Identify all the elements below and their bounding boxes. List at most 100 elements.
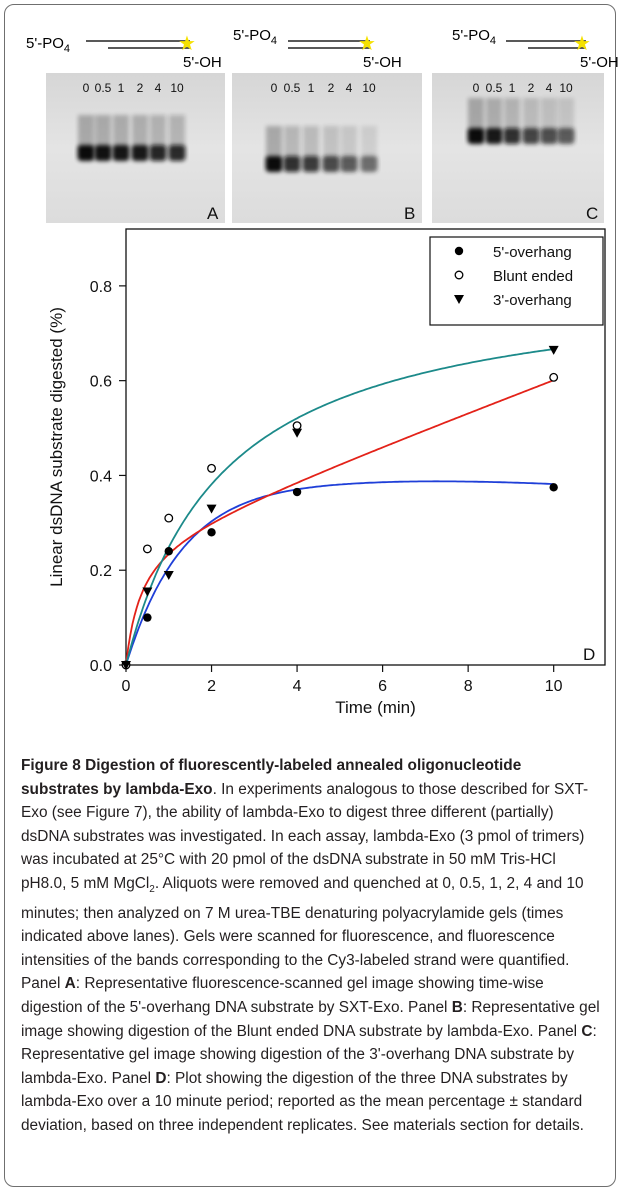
gel-smear — [361, 126, 377, 160]
gel-panel-letter: A — [207, 204, 219, 223]
gel-lane-label: 0.5 — [486, 81, 503, 95]
plot-d: 0 2 4 6 8 10 0.0 0.2 0.4 0.6 0.8 Time (min) Linear d… — [47, 228, 606, 717]
fit-curve — [125, 348, 554, 666]
data-point — [121, 661, 131, 670]
data-point — [292, 421, 302, 431]
gel-smear — [468, 98, 484, 132]
gel-smear — [303, 126, 319, 160]
gel-band — [265, 156, 283, 172]
caption-mgcl-subscript: 2 — [149, 884, 155, 896]
gel-band — [77, 145, 95, 161]
gel-lane-label: 10 — [362, 81, 376, 95]
x-tick-label: 0 — [122, 678, 131, 695]
gel-smear — [558, 98, 574, 132]
gel-lane-label: 0.5 — [95, 81, 112, 95]
data-point — [206, 504, 217, 514]
x-tick-label: 8 — [464, 678, 473, 695]
star-icon: ★ — [358, 33, 376, 55]
caption-panel-c: C — [581, 1022, 593, 1040]
schematic-b: 5'-PO4 ★ 5'-OH — [233, 27, 402, 71]
fit-curve — [125, 379, 555, 666]
plot-frame — [125, 228, 606, 666]
gel-band — [522, 128, 540, 144]
data-point — [292, 487, 302, 497]
gel-band — [485, 128, 503, 144]
gel-band — [283, 156, 301, 172]
gel-lane-label: 1 — [509, 81, 516, 95]
caption-panel-a: A — [64, 975, 76, 993]
data-point — [143, 613, 152, 622]
y-axis-label: Linear dsDNA substrate digested (%) — [47, 307, 66, 587]
schematic-c: 5'-PO4 ★ 5'-OH — [452, 27, 619, 71]
gel-lane-label: 1 — [308, 81, 315, 95]
gel-smear — [486, 98, 502, 132]
gel-panel-a: 0 0.5 1 2 4 10 A — [46, 73, 225, 223]
x-axis-label: Time (min) — [335, 698, 416, 717]
gel-lane-label: 0.5 — [284, 81, 301, 95]
gel-band — [322, 156, 340, 172]
gel-lane-label: 10 — [559, 81, 573, 95]
gel-panel-letter: C — [586, 204, 598, 223]
data-point — [164, 547, 173, 556]
gel-panel-c: 0 0.5 1 2 4 10 C — [432, 73, 604, 223]
gel-band — [340, 156, 358, 172]
gel-panel-letter: B — [404, 204, 415, 223]
gel-band — [360, 156, 378, 172]
plot-panel-letter: D — [583, 645, 595, 664]
gel-smear — [169, 115, 185, 149]
data-point — [549, 483, 558, 492]
y-tick-label: 0.0 — [90, 658, 112, 675]
figure-graphics: 5'-PO4 ★ 5'-OH 5'-PO4 ★ 5'-OH 5'-PO4 ★ 5… — [26, 27, 619, 717]
gel-lane-label: 1 — [118, 81, 125, 95]
schematic-b-5prime-label: 5'-PO4 — [233, 27, 277, 47]
caption-text-a: : Representative fluorescence-scanned ge… — [21, 975, 544, 1017]
figure-frame — [4, 4, 616, 1187]
figure-caption: Figure 8 Digestion of fluorescently-labe… — [21, 754, 603, 1138]
gel-lane-label: 10 — [170, 81, 184, 95]
schematic-c-5prime-label: 5'-PO4 — [452, 27, 496, 47]
gel-band — [112, 145, 130, 161]
data-point — [207, 528, 216, 537]
gel-band — [302, 156, 320, 172]
legend-marker — [454, 246, 464, 256]
caption-text-b: : Representative gel image showing diges… — [21, 999, 600, 1040]
data-point — [548, 345, 559, 355]
gel-lane-label: 4 — [546, 81, 553, 95]
gel-band — [149, 145, 167, 161]
schematic-a-5prime-label: 5'-PO4 — [26, 35, 70, 55]
data-point — [292, 428, 303, 438]
gel-lane-label: 0 — [83, 81, 90, 95]
caption-title: Figure 8 Digestion of fluorescently-labe… — [21, 757, 522, 798]
gel-band — [94, 145, 112, 161]
gel-band — [557, 128, 575, 144]
caption-panel-d: D — [155, 1069, 167, 1087]
gel-smear — [341, 126, 357, 160]
gel-smear — [132, 115, 148, 149]
gel-band — [168, 145, 186, 161]
fit-curve — [125, 480, 554, 666]
y-tick-label: 0.2 — [90, 563, 112, 580]
y-tick-label: 0.6 — [90, 374, 112, 391]
gel-panel-b: 0 0.5 1 2 4 10 B — [232, 73, 422, 223]
legend-label: 3'-overhang — [493, 292, 572, 309]
x-tick-label: 10 — [545, 678, 563, 695]
gel-smear — [150, 115, 166, 149]
caption-text-d: : Plot showing the digestion of the thre… — [21, 1069, 584, 1134]
gel-band — [131, 145, 149, 161]
data-point — [142, 544, 152, 554]
gel-lane-label: 2 — [137, 81, 144, 95]
caption-body-2: . Aliquots were removed and quenched at … — [21, 874, 584, 993]
gel-smear — [284, 126, 300, 160]
gel-smear — [266, 126, 282, 160]
gel-smear — [541, 98, 557, 132]
gel-smear — [323, 126, 339, 160]
gel-lane-label: 2 — [328, 81, 335, 95]
gel-smear — [113, 115, 129, 149]
legend-marker — [454, 270, 464, 280]
gel-lane-label: 0 — [473, 81, 480, 95]
x-tick-label: 6 — [378, 678, 387, 695]
gel-lane-label: 4 — [155, 81, 162, 95]
star-icon: ★ — [178, 33, 196, 55]
x-tick-label: 4 — [293, 678, 302, 695]
